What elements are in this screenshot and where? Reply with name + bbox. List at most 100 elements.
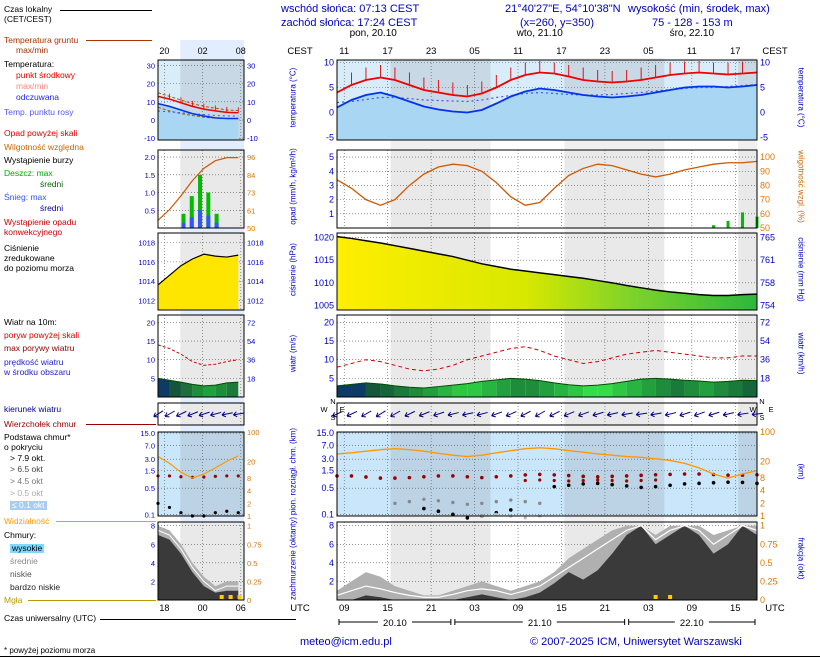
svg-text:21: 21 bbox=[600, 603, 611, 614]
svg-text:2: 2 bbox=[151, 577, 155, 586]
svg-text:20: 20 bbox=[760, 456, 770, 466]
svg-text:15.0: 15.0 bbox=[316, 428, 334, 438]
fog-mark bbox=[219, 595, 224, 599]
svg-text:11: 11 bbox=[687, 46, 697, 57]
series-cloud-top bbox=[682, 472, 687, 476]
series-base-6okt bbox=[494, 499, 499, 504]
svg-text:0.5: 0.5 bbox=[321, 483, 334, 493]
series-base-8okt-low bbox=[451, 512, 455, 517]
svg-text:W: W bbox=[320, 405, 328, 414]
svg-text:70: 70 bbox=[760, 195, 770, 205]
series-base-8okt-high bbox=[552, 484, 557, 489]
series-rain bbox=[181, 213, 186, 228]
svg-text:96: 96 bbox=[247, 153, 255, 162]
legend-item: wysokie bbox=[10, 543, 45, 553]
panel-precip: 2.0 1.5 1.0 0.5 96 84 73 61 50 bbox=[145, 149, 255, 233]
panel-temp: 10 5 0 -5 10 5 0 -5 bbox=[324, 58, 770, 143]
legend-item: Widzialność bbox=[4, 516, 50, 526]
svg-text:15: 15 bbox=[147, 337, 155, 346]
series-wind-speed bbox=[192, 384, 204, 397]
legend-item: punkt środkowy bbox=[16, 70, 76, 80]
series-ground-temp-max bbox=[157, 92, 239, 112]
wind-arrow bbox=[418, 411, 430, 418]
series-cloud-top-2 bbox=[625, 479, 629, 483]
svg-text:1012: 1012 bbox=[138, 296, 155, 305]
axis-title: zachmurzenie (oktanty) bbox=[288, 516, 298, 601]
series-feels-like bbox=[157, 102, 239, 120]
legend-item: prędkość wiatru bbox=[4, 357, 64, 367]
fog-mark bbox=[668, 595, 673, 599]
legend-item: max/min bbox=[16, 81, 49, 91]
wind-arrow bbox=[210, 411, 222, 418]
legend-item: niskie bbox=[10, 569, 32, 579]
svg-text:0.25: 0.25 bbox=[247, 577, 262, 586]
series-gusts bbox=[336, 346, 757, 372]
series-base-6okt bbox=[436, 499, 441, 503]
svg-text:765: 765 bbox=[760, 233, 775, 243]
legend-item: bardzo niskie bbox=[10, 582, 61, 592]
svg-text:0.75: 0.75 bbox=[760, 539, 778, 549]
panel-precip: 5 4 3 2 1 100 90 80 70 60 50 bbox=[329, 149, 775, 233]
panel-pressure: 1020 1015 1010 1005 765 761 758 754 bbox=[314, 232, 775, 311]
wind-arrow bbox=[592, 411, 604, 418]
legend-item: Temp. punktu rosy bbox=[4, 107, 74, 117]
svg-text:05: 05 bbox=[469, 46, 480, 57]
svg-text:20: 20 bbox=[247, 80, 255, 89]
series-cloud-top-2 bbox=[639, 478, 643, 483]
series-cloud-top bbox=[364, 475, 368, 479]
svg-text:20: 20 bbox=[159, 46, 169, 56]
panel-cloud: 15.0 7.0 3.01.5 0.5 0.1 100 20 8 4 2 1 bbox=[316, 427, 775, 531]
panel-pressure: 1018 1016 1014 1012 1018 1016 1014 1012 bbox=[138, 232, 264, 311]
svg-text:5: 5 bbox=[329, 83, 334, 93]
svg-text:30: 30 bbox=[247, 61, 255, 70]
svg-text:1: 1 bbox=[247, 512, 251, 521]
series-feels-like bbox=[336, 84, 758, 114]
svg-text:11: 11 bbox=[339, 46, 349, 57]
series-cloud-top-2 bbox=[567, 479, 571, 483]
series-cloud-top bbox=[494, 474, 499, 479]
svg-text:0.75: 0.75 bbox=[247, 540, 262, 549]
bottom-axis: 09 15 21 03 09 15 21 03 09 15 18 00 06 UTC UTC 20.10 21.… bbox=[159, 603, 785, 629]
svg-text:72: 72 bbox=[760, 317, 770, 327]
series-wind-speed bbox=[713, 381, 729, 397]
series-wind-speed bbox=[612, 381, 627, 397]
series-cloud-top bbox=[480, 475, 484, 480]
wind-arrow bbox=[232, 411, 245, 418]
svg-text:50: 50 bbox=[247, 224, 255, 233]
svg-text:4: 4 bbox=[329, 166, 334, 176]
wind-arrow bbox=[722, 411, 734, 418]
wind-arrow bbox=[693, 411, 705, 418]
series-rain bbox=[741, 212, 745, 228]
legend-item: średni bbox=[40, 203, 64, 213]
svg-text:0.1: 0.1 bbox=[145, 510, 155, 519]
legend-connector-line bbox=[100, 619, 296, 620]
legend-item: Wierzchołek chmur bbox=[4, 419, 77, 429]
series-base-8okt-high bbox=[566, 483, 571, 488]
svg-text:1020: 1020 bbox=[314, 233, 334, 243]
series-wind-speed bbox=[394, 385, 410, 397]
svg-text:0.5: 0.5 bbox=[760, 558, 773, 568]
series-base-6okt bbox=[538, 501, 542, 506]
series-wind-speed bbox=[539, 380, 555, 397]
svg-text:0: 0 bbox=[247, 116, 251, 125]
legend-item: do poziomu morza bbox=[4, 263, 74, 273]
series-cloud-top bbox=[213, 474, 217, 478]
svg-text:20: 20 bbox=[247, 457, 255, 466]
series-cloud-top bbox=[581, 474, 586, 479]
series-cloud-top bbox=[595, 474, 600, 479]
series-base-8okt-high bbox=[668, 483, 672, 488]
svg-text:6: 6 bbox=[329, 539, 334, 549]
svg-text:06: 06 bbox=[236, 603, 246, 613]
svg-text:21: 21 bbox=[426, 603, 437, 614]
svg-text:08: 08 bbox=[236, 46, 246, 56]
email-text[interactable]: meteo@icm.edu.pl bbox=[300, 636, 392, 648]
svg-text:5: 5 bbox=[329, 152, 334, 162]
contact-email-link[interactable]: meteo@icm.edu.pl bbox=[300, 636, 392, 648]
wind-arrow bbox=[221, 411, 233, 418]
svg-text:0: 0 bbox=[247, 596, 251, 605]
legend-item: Śnieg: max bbox=[4, 192, 47, 202]
series-cloud-top-2 bbox=[610, 478, 614, 483]
series-cloud-top bbox=[624, 474, 629, 478]
svg-text:wto, 21.10: wto, 21.10 bbox=[516, 28, 564, 39]
series-rain bbox=[214, 213, 219, 228]
